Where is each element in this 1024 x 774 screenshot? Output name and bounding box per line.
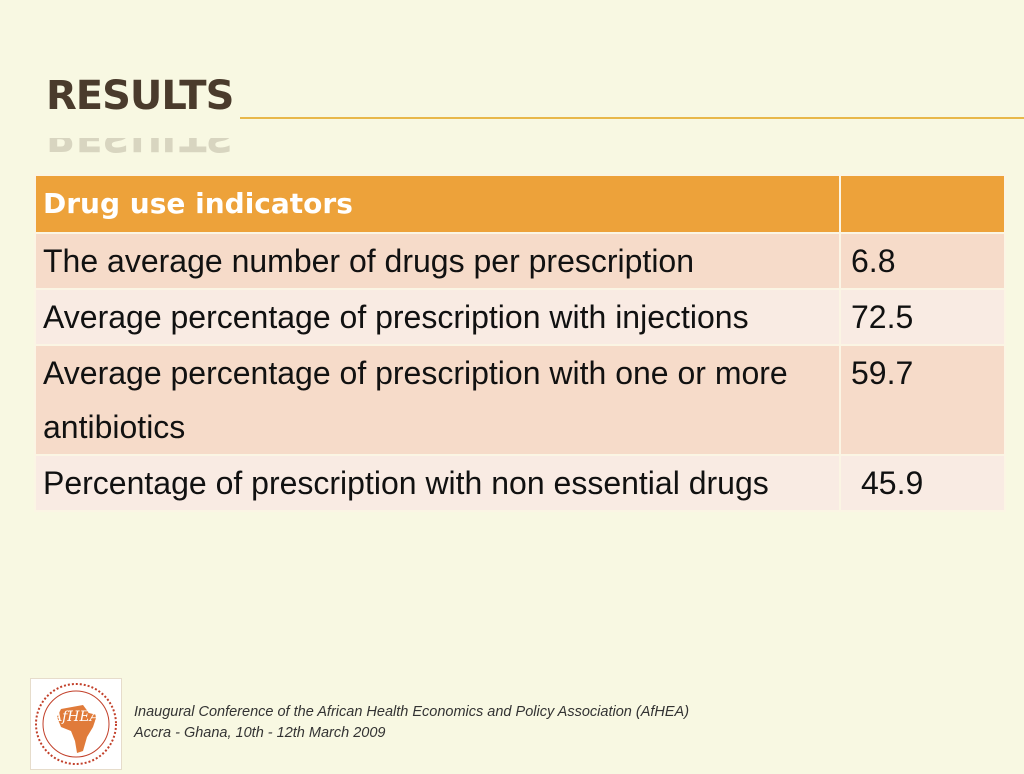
table-row: The average number of drugs per prescrip… bbox=[34, 232, 1006, 290]
title-divider bbox=[240, 117, 1024, 119]
footer-conference: Inaugural Conference of the African Heal… bbox=[134, 704, 690, 720]
table-row: Average percentage of prescription with … bbox=[34, 344, 1006, 456]
table-row: Percentage of prescription with non esse… bbox=[34, 454, 1006, 512]
row-label: Average percentage of prescription with … bbox=[34, 344, 841, 456]
row-value: 45.9 bbox=[839, 454, 1006, 512]
afhea-logo: AfHEA bbox=[30, 678, 122, 770]
header-cell-value bbox=[839, 174, 1006, 234]
row-label: Average percentage of prescription with … bbox=[34, 288, 841, 346]
drug-use-table: Drug use indicators The average number o… bbox=[34, 174, 1006, 512]
footer-location-date: Accra - Ghana, 10th - 12th March 2009 bbox=[134, 725, 386, 741]
row-value: 59.7 bbox=[839, 344, 1006, 456]
row-value: 6.8 bbox=[839, 232, 1006, 290]
row-value: 72.5 bbox=[839, 288, 1006, 346]
table-header-row: Drug use indicators bbox=[34, 174, 1006, 234]
row-label: Percentage of prescription with non esse… bbox=[34, 454, 841, 512]
header-cell-label: Drug use indicators bbox=[34, 174, 841, 234]
logo-text: AfHEA bbox=[50, 709, 100, 725]
slide-title: RESULTS bbox=[46, 73, 234, 119]
table-row: Average percentage of prescription with … bbox=[34, 288, 1006, 346]
row-label: The average number of drugs per prescrip… bbox=[34, 232, 841, 290]
slide-title-reflection: RESULTS bbox=[46, 138, 233, 156]
africa-map-icon: AfHEA bbox=[35, 683, 117, 765]
footer: Inaugural Conference of the African Heal… bbox=[134, 702, 689, 744]
